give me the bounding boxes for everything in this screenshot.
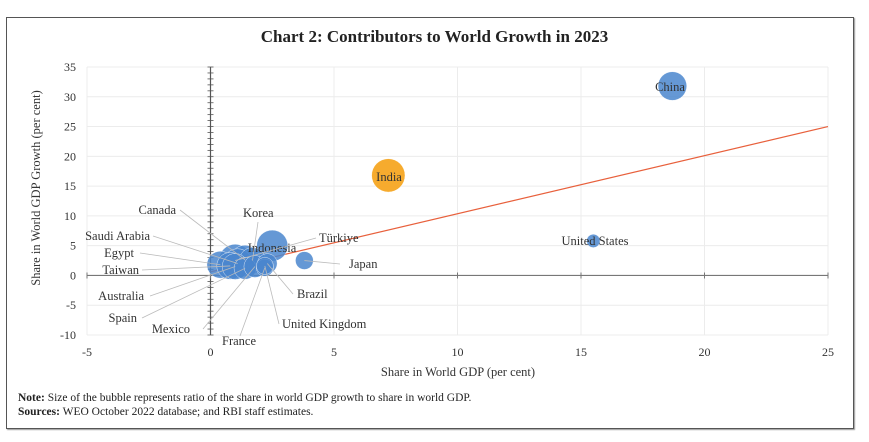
x-axis-label: Share in World GDP (per cent) (381, 365, 535, 379)
bubble-label: Saudi Arabia (85, 229, 150, 243)
gridlines (86, 66, 829, 336)
x-tick-label: 10 (452, 345, 464, 359)
leader-line (264, 265, 280, 325)
bubble-label: Taiwan (102, 263, 139, 277)
x-tick-label: 5 (331, 345, 337, 359)
bubble-labels: China India United States Japan Indonesia Kor… (85, 80, 685, 348)
y-tick-label: 0 (70, 268, 76, 282)
note-label: Note: (18, 392, 45, 404)
bubble-label: Canada (139, 203, 177, 217)
x-tick-label: 15 (575, 345, 587, 359)
bubble-label: China (655, 80, 685, 94)
bubble-label: United Kingdom (282, 317, 367, 331)
leader-line (252, 221, 259, 261)
leader-line (141, 267, 246, 319)
bubble-label: Brazil (297, 287, 328, 301)
bubble-label: Türkiye (319, 231, 359, 245)
leader-line (235, 237, 317, 261)
leader-line (304, 260, 341, 265)
bubble-label: Japan (349, 257, 378, 271)
bubble-china (657, 71, 687, 101)
leader-line (202, 266, 256, 330)
bubble-label: Australia (98, 289, 144, 303)
x-tick-label: 0 (208, 345, 214, 359)
bubble-label: France (222, 334, 256, 348)
bubble-label: Indonesia (248, 241, 297, 255)
y-axis-label: Share in World GDP Growth (per cent) (29, 90, 43, 285)
bubble-label: Mexico (152, 322, 190, 336)
note-line: Note: Size of the bubble represents rati… (18, 391, 471, 405)
trendline (210, 125, 829, 273)
sources-text: WEO October 2022 database; and RBI staff… (62, 406, 314, 418)
chart-frame (6, 17, 854, 429)
y-tick-label: 5 (70, 239, 76, 253)
note-text: Size of the bubble represents ratio of t… (47, 392, 472, 404)
y-tick-label: 20 (64, 149, 76, 163)
bubble-label: India (376, 170, 402, 184)
y-tick-label: 10 (64, 209, 76, 223)
leader-line (149, 266, 236, 297)
sources-line: Sources: WEO October 2022 database; and … (18, 405, 471, 419)
leader-line (139, 252, 221, 266)
x-tick-label: 20 (699, 345, 711, 359)
bubble-label: United States (561, 234, 628, 248)
bubble-united-states (586, 234, 601, 248)
bubbles (206, 71, 687, 280)
bubble-label: Spain (109, 311, 138, 325)
sources-label: Sources: (18, 406, 60, 418)
chart-notes: Note: Size of the bubble represents rati… (18, 391, 471, 419)
trendline-path (210, 125, 829, 273)
bubble-india (371, 158, 406, 193)
leader-line (267, 263, 294, 295)
y-tick-label: -10 (60, 328, 76, 342)
chart-title: Chart 2: Contributors to World Growth in… (260, 27, 609, 46)
y-tick-label: 15 (64, 179, 76, 193)
leader-line (141, 265, 231, 271)
y-tick-label: 35 (64, 60, 76, 74)
bubble-label: Egypt (104, 246, 134, 260)
y-tick-label: -5 (66, 298, 76, 312)
x-tick-label: -5 (82, 345, 92, 359)
x-tick-label: 25 (822, 345, 834, 359)
y-tick-label: 25 (64, 120, 76, 134)
bubble-label: Korea (243, 206, 274, 220)
y-tick-label: 30 (64, 90, 76, 104)
leader-line (179, 209, 246, 261)
leader-line (152, 235, 238, 264)
leader-line (239, 267, 266, 337)
axes: -10 -5 0 5 10 15 20 25 30 35 -5 0 5 10 15 20 25 (60, 60, 834, 359)
